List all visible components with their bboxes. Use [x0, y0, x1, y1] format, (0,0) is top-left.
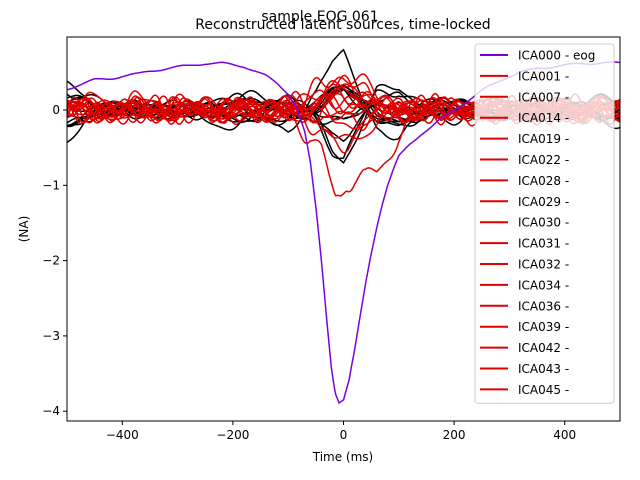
- y-tick-label: −3: [42, 329, 60, 343]
- legend-label: ICA014 -: [518, 111, 569, 125]
- y-tick-label: −1: [42, 178, 60, 192]
- chart-title: sample EOG 061: [261, 9, 378, 25]
- x-axis-label: Time (ms): [312, 450, 374, 464]
- y-axis: −4 −3 −2 −1 0: [42, 103, 67, 418]
- x-tick-label: 200: [443, 428, 466, 442]
- legend-label: ICA000 - eog: [518, 49, 595, 63]
- x-tick-label: 0: [340, 428, 348, 442]
- legend-label: ICA019 -: [518, 132, 569, 146]
- legend-label: ICA030 -: [518, 216, 569, 230]
- y-tick-label: −4: [42, 404, 60, 418]
- x-axis: −400 −200 0 200 400: [106, 421, 576, 442]
- legend-box: [474, 43, 615, 404]
- legend-label: ICA022 -: [518, 153, 569, 167]
- legend-label: ICA001 -: [518, 69, 569, 83]
- legend-label: ICA028 -: [518, 174, 569, 188]
- x-tick-label: 400: [553, 428, 576, 442]
- legend-label: ICA034 -: [518, 278, 569, 292]
- legend-label: ICA039 -: [518, 320, 569, 334]
- legend-label: ICA045 -: [518, 383, 569, 397]
- x-tick-label: −200: [216, 428, 249, 442]
- legend: ICA000 - eog ICA001 - ICA007 - ICA014 - ICA0…: [474, 43, 615, 404]
- chart-subtitle: Reconstructed latent sources, time-locke…: [195, 17, 490, 33]
- legend-label: ICA036 -: [518, 299, 569, 313]
- y-axis-label: (NA): [17, 216, 31, 243]
- x-tick-label: −400: [106, 428, 139, 442]
- legend-label: ICA007 -: [518, 90, 569, 104]
- legend-label: ICA043 -: [518, 362, 569, 376]
- legend-label: ICA029 -: [518, 195, 569, 209]
- y-tick-label: 0: [52, 103, 60, 117]
- legend-label: ICA042 -: [518, 341, 569, 355]
- legend-label: ICA031 -: [518, 237, 569, 251]
- y-tick-label: −2: [42, 254, 60, 268]
- legend-label: ICA032 -: [518, 258, 569, 272]
